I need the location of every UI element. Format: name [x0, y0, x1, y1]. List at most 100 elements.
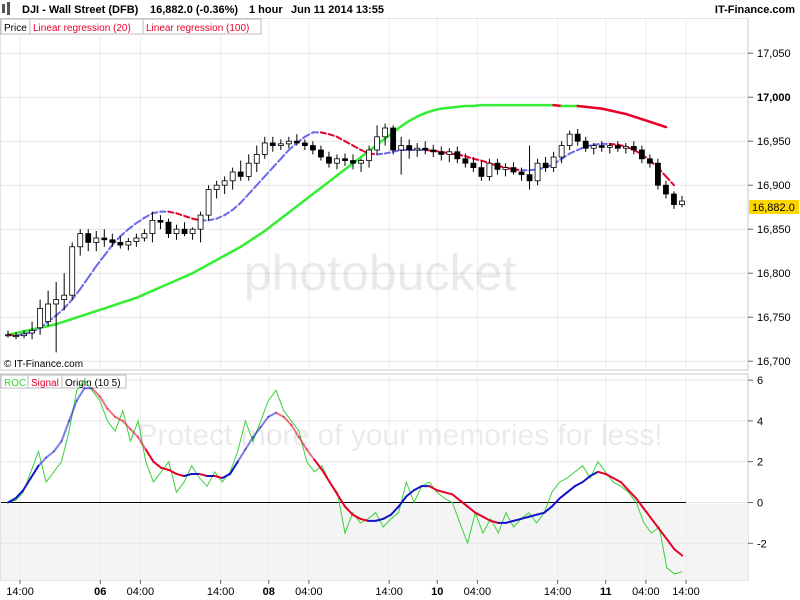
signal-segment — [604, 472, 615, 480]
reg100-segment — [111, 301, 122, 308]
interval: 1 hour — [249, 4, 283, 16]
last-price-label: 16,882.0 — [752, 202, 795, 214]
reg100-layer — [6, 103, 668, 337]
candle-body — [422, 147, 429, 151]
reg100-segment — [448, 105, 459, 110]
signal-segment — [175, 472, 186, 477]
roc-legend: ROC Signal Origin (10 5) — [0, 374, 127, 389]
legend-origin: Origin (10 5) — [65, 378, 121, 389]
signal-segment — [160, 466, 170, 471]
candle-body — [277, 143, 284, 146]
signal-segment — [244, 436, 255, 451]
candle-body — [510, 167, 517, 173]
candle-body — [406, 145, 413, 151]
signal-segment — [221, 472, 232, 480]
signal-segment — [359, 517, 369, 522]
reg20-segment — [215, 214, 226, 220]
signal-segment — [612, 477, 622, 484]
roc-shaded-area — [1, 504, 748, 580]
candle-body — [342, 158, 348, 161]
reg100-segment — [135, 293, 146, 300]
candle-body — [237, 171, 244, 177]
app-icon — [2, 2, 10, 15]
candle-body — [310, 145, 316, 151]
signal-segment — [382, 513, 392, 520]
x-tick-label: 14:00 — [544, 586, 572, 598]
reg100-segment — [279, 211, 291, 220]
signal-segment — [581, 474, 592, 484]
reg100-segment — [576, 104, 587, 109]
candle-body — [93, 237, 100, 243]
candle-body — [438, 151, 445, 155]
signal-segment — [275, 411, 285, 418]
reg20-segment — [376, 152, 387, 156]
reg20-segment — [616, 143, 627, 148]
signal-segment — [451, 493, 461, 502]
candle-body — [646, 158, 653, 164]
candle-body — [622, 146, 629, 149]
reg20-segment — [247, 184, 258, 195]
reg100-segment — [22, 328, 34, 333]
x-tick-label: 04:00 — [127, 586, 155, 598]
legend-reg20: Linear regression (20) — [33, 23, 131, 34]
signal-segment — [466, 505, 477, 514]
reg20-segment — [664, 175, 675, 187]
reg100-segment — [167, 278, 178, 286]
reg20-segment — [335, 135, 346, 143]
reg100-segment — [415, 111, 427, 118]
reg100-segment — [247, 234, 258, 243]
candle-body — [326, 156, 332, 164]
reg100-segment — [343, 161, 355, 171]
reg100-segment — [287, 205, 299, 214]
reg20-segment — [263, 166, 274, 178]
signal-segment — [236, 448, 247, 463]
candle-body — [598, 145, 605, 148]
reg20-segment — [279, 149, 290, 160]
reg100-segment — [399, 119, 411, 128]
candle-body — [414, 147, 421, 151]
reg100-segment — [159, 282, 170, 289]
candle-layer — [5, 123, 685, 353]
signal-segment — [167, 468, 178, 475]
reg20-segment — [528, 168, 539, 172]
candle-body — [85, 233, 92, 243]
reg100-segment — [319, 180, 331, 190]
signal-segment — [344, 505, 354, 516]
reg20-segment — [392, 149, 403, 153]
reg20-segment — [183, 215, 194, 220]
reg20-segment — [303, 131, 314, 138]
candle-body — [5, 334, 11, 337]
reg100-segment — [14, 330, 26, 335]
signal-segment — [37, 456, 48, 467]
candle-body — [655, 162, 661, 186]
reg100-segment — [78, 312, 90, 318]
signal-segment — [252, 426, 262, 439]
signal-segment — [91, 387, 101, 398]
candle-body — [590, 145, 597, 149]
signal-segment — [144, 448, 155, 463]
price-panel-bg — [0, 17, 749, 371]
last-price-box — [749, 200, 799, 214]
signal-segment — [443, 491, 454, 496]
reg20-segment — [95, 254, 106, 268]
reg20-segment — [271, 157, 282, 169]
candle-body — [446, 151, 453, 155]
reg20-segment — [143, 212, 154, 219]
signal-segment — [328, 481, 339, 496]
candle-body — [197, 214, 204, 230]
reg100-segment — [311, 186, 323, 196]
candle-body — [566, 133, 573, 147]
reg100-segment — [143, 289, 154, 296]
candle-body — [101, 237, 108, 241]
price-tick-label: 16,750 — [757, 312, 791, 324]
price-tick-label: 16,700 — [757, 356, 791, 368]
candle-body — [133, 237, 140, 242]
reg100-segment — [440, 106, 451, 110]
signal-segment — [435, 489, 446, 494]
reg100-segment — [263, 223, 275, 233]
candle-body — [671, 193, 677, 205]
reg100-segment — [70, 315, 82, 321]
reg20-segment — [255, 175, 266, 187]
signal-segment — [14, 489, 25, 500]
signal-segment — [650, 517, 661, 531]
